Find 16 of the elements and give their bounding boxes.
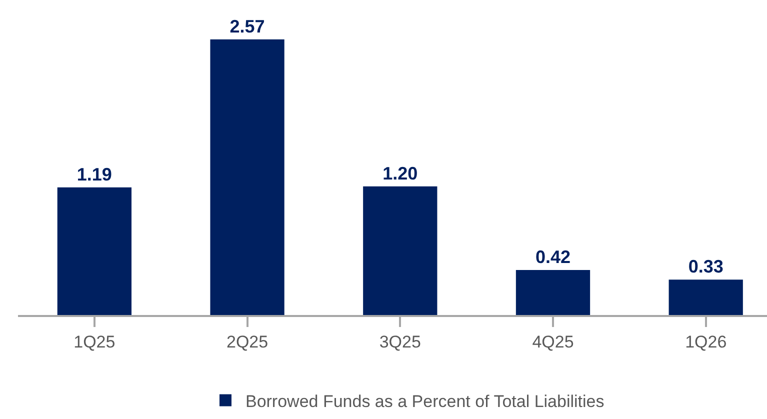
data-label: 1.20 (382, 163, 418, 184)
x-tick-label: 1Q26 (685, 332, 727, 352)
x-tick-label: 4Q25 (532, 332, 574, 352)
bar (210, 39, 284, 315)
data-label: 0.42 (535, 246, 571, 267)
legend-label: Borrowed Funds as a Percent of Total Liabilities (245, 392, 604, 411)
data-label: 2.57 (230, 16, 265, 36)
x-tick-label: 1Q25 (74, 332, 116, 352)
x-tick-label: 2Q25 (226, 332, 268, 352)
bar (363, 186, 438, 315)
bar (516, 270, 590, 315)
data-label: 1.19 (76, 164, 112, 184)
x-tick-label: 3Q25 (379, 332, 421, 352)
data-label: 0.33 (688, 256, 724, 277)
bar (57, 187, 132, 315)
bar (668, 280, 743, 315)
